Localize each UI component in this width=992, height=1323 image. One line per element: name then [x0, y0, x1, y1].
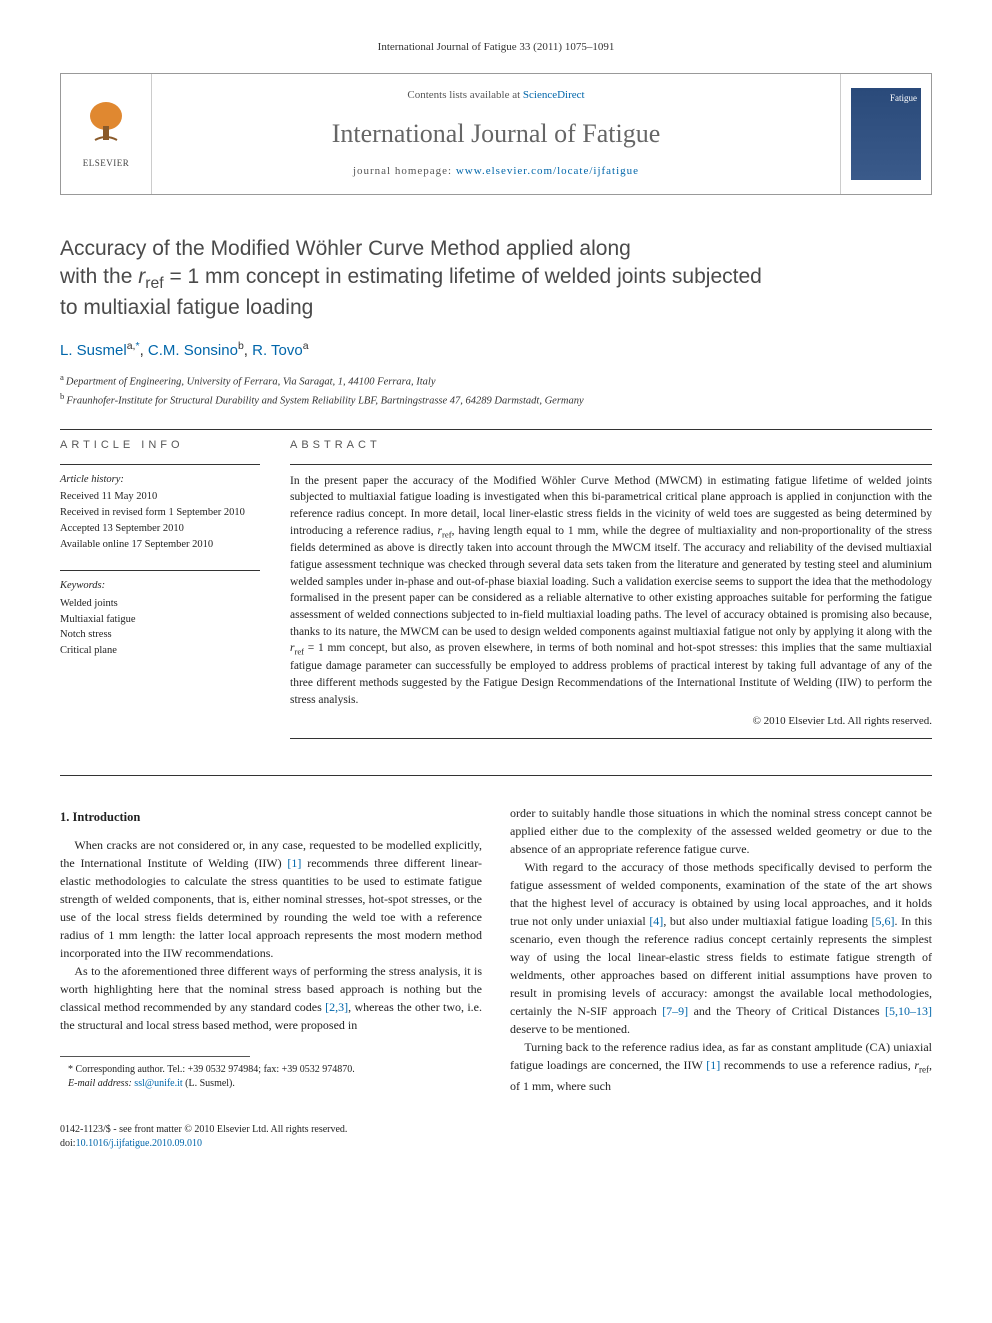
ref-1[interactable]: [1]	[287, 856, 301, 870]
rule-bottom	[60, 775, 932, 776]
body-p2c: order to suitably handle those situation…	[510, 806, 932, 856]
history-label: Article history:	[60, 473, 260, 488]
abstract-p1b: , having length equal to 1 mm, while the…	[290, 525, 932, 638]
journal-reference: International Journal of Fatigue 33 (201…	[60, 40, 932, 55]
rule-abstract-1	[290, 464, 932, 465]
body-p4b: recommends to use a reference radius,	[720, 1058, 914, 1072]
abstract-p1c: = 1 mm concept, but also, as proven else…	[290, 642, 932, 705]
abstract-body: In the present paper the accuracy of the…	[290, 473, 932, 709]
rule-info-2	[60, 570, 260, 571]
title-var-sub: ref	[145, 275, 163, 292]
rule-info-1	[60, 464, 260, 465]
body-p2: As to the aforementioned three different…	[60, 962, 482, 1034]
header-center: Contents lists available at ScienceDirec…	[151, 74, 841, 193]
cover-title-text: Fatigue	[855, 92, 917, 105]
body-columns: 1. Introduction When cracks are not cons…	[60, 804, 932, 1095]
article-title: Accuracy of the Modified Wöhler Curve Me…	[60, 235, 932, 323]
homepage-link[interactable]: www.elsevier.com/locate/ijfatigue	[456, 165, 639, 177]
body-p3e: deserve to be mentioned.	[510, 1022, 630, 1036]
page-footer: 0142-1123/$ - see front matter © 2010 El…	[60, 1123, 932, 1151]
elsevier-logo: ELSEVIER	[81, 98, 131, 170]
rule-abstract-2	[290, 738, 932, 739]
affiliation-b: bFraunhofer-Institute for Structural Dur…	[60, 390, 932, 409]
homepage-prefix: journal homepage:	[353, 165, 456, 177]
authors-line: L. Susmela,*, C.M. Sonsinob, R. Tovoa	[60, 339, 932, 361]
abstract-col: ABSTRACT In the present paper the accura…	[290, 438, 932, 746]
body-p3d: and the Theory of Critical Distances	[688, 1004, 885, 1018]
author-1[interactable]: L. Susmel	[60, 342, 127, 359]
author-2[interactable]: C.M. Sonsino	[148, 342, 238, 359]
section-1-heading: 1. Introduction	[60, 808, 482, 827]
body-p1: When cracks are not considered or, in an…	[60, 836, 482, 962]
body-p1b: recommends three different linear-elasti…	[60, 856, 482, 960]
ref-7-9[interactable]: [7–9]	[662, 1004, 688, 1018]
contents-prefix: Contents lists available at	[407, 89, 522, 101]
title-block: Accuracy of the Modified Wöhler Curve Me…	[60, 235, 932, 410]
author-1-corr[interactable]: *	[135, 340, 139, 352]
article-info-heading: ARTICLE INFO	[60, 438, 260, 453]
author-3-aff: a	[303, 340, 309, 352]
body-p4: Turning back to the reference radius ide…	[510, 1038, 932, 1095]
ref-1b[interactable]: [1]	[706, 1058, 720, 1072]
journal-cover-thumbnail: Fatigue	[851, 88, 921, 180]
abstract-sub2: ref	[294, 647, 304, 657]
keyword-3: Notch stress	[60, 627, 260, 643]
affiliation-a-text: Department of Engineering, University of…	[66, 376, 436, 387]
title-line2b: = 1 mm concept in estimating lifetime of…	[164, 265, 762, 288]
keywords-label: Keywords:	[60, 579, 260, 594]
footnote-separator	[60, 1056, 250, 1057]
corresponding-author-footnote: * Corresponding author. Tel.: +39 0532 9…	[60, 1063, 482, 1091]
journal-header-box: ELSEVIER Contents lists available at Sci…	[60, 73, 932, 194]
affiliation-a: aDepartment of Engineering, University o…	[60, 371, 932, 390]
abstract-sub1: ref	[442, 529, 452, 539]
title-line1: Accuracy of the Modified Wöhler Curve Me…	[60, 237, 631, 260]
ref-2-3[interactable]: [2,3]	[325, 1000, 348, 1014]
online-date: Available online 17 September 2010	[60, 537, 260, 553]
author-3[interactable]: R. Tovo	[252, 342, 303, 359]
journal-name: International Journal of Fatigue	[162, 116, 830, 152]
corr-email-who: (L. Susmel).	[185, 1078, 235, 1089]
article-info-col: ARTICLE INFO Article history: Received 1…	[60, 438, 260, 746]
publisher-logo-cell: ELSEVIER	[61, 74, 151, 193]
email-label: E-mail address:	[68, 1078, 132, 1089]
body-p2-cont: order to suitably handle those situation…	[510, 804, 932, 858]
issn-line: 0142-1123/$ - see front matter © 2010 El…	[60, 1123, 932, 1137]
ref-5-10-13[interactable]: [5,10–13]	[885, 1004, 932, 1018]
contents-available-line: Contents lists available at ScienceDirec…	[162, 88, 830, 103]
doi-link[interactable]: 10.1016/j.ijfatigue.2010.09.010	[76, 1138, 202, 1149]
abstract-heading: ABSTRACT	[290, 438, 932, 453]
received-date: Received 11 May 2010	[60, 489, 260, 505]
doi-label: doi:	[60, 1138, 76, 1149]
corr-email-link[interactable]: ssl@unife.it	[134, 1078, 182, 1089]
doi-line: doi:10.1016/j.ijfatigue.2010.09.010	[60, 1137, 932, 1151]
info-abstract-row: ARTICLE INFO Article history: Received 1…	[60, 438, 932, 746]
title-line2a: with the	[60, 265, 138, 288]
rule-top	[60, 429, 932, 430]
body-p3c: . In this scenario, even though the refe…	[510, 914, 932, 1018]
body-p3b: , but also under multiaxial fatigue load…	[663, 914, 871, 928]
body-p4-sub: ref	[919, 1064, 929, 1074]
corr-author-line: * Corresponding author. Tel.: +39 0532 9…	[60, 1063, 482, 1077]
accepted-date: Accepted 13 September 2010	[60, 521, 260, 537]
ref-5-6[interactable]: [5,6]	[871, 914, 894, 928]
sciencedirect-link[interactable]: ScienceDirect	[523, 89, 585, 101]
keyword-1: Welded joints	[60, 596, 260, 612]
affiliation-b-text: Fraunhofer-Institute for Structural Dura…	[66, 395, 583, 406]
body-p3: With regard to the accuracy of those met…	[510, 858, 932, 1038]
corr-email-line: E-mail address: ssl@unife.it (L. Susmel)…	[60, 1077, 482, 1091]
title-line3: to multiaxial fatigue loading	[60, 296, 313, 319]
publisher-name: ELSEVIER	[81, 157, 131, 170]
abstract-copyright: © 2010 Elsevier Ltd. All rights reserved…	[290, 714, 932, 729]
elsevier-tree-icon	[81, 98, 131, 148]
cover-thumb-cell: Fatigue	[841, 74, 931, 193]
keyword-2: Multiaxial fatigue	[60, 612, 260, 628]
ref-4[interactable]: [4]	[649, 914, 663, 928]
revised-date: Received in revised form 1 September 201…	[60, 505, 260, 521]
affiliations-block: aDepartment of Engineering, University o…	[60, 371, 932, 410]
journal-homepage-line: journal homepage: www.elsevier.com/locat…	[162, 164, 830, 179]
keyword-4: Critical plane	[60, 643, 260, 659]
keywords-block: Keywords: Welded joints Multiaxial fatig…	[60, 570, 260, 659]
author-2-aff: b	[238, 340, 244, 352]
